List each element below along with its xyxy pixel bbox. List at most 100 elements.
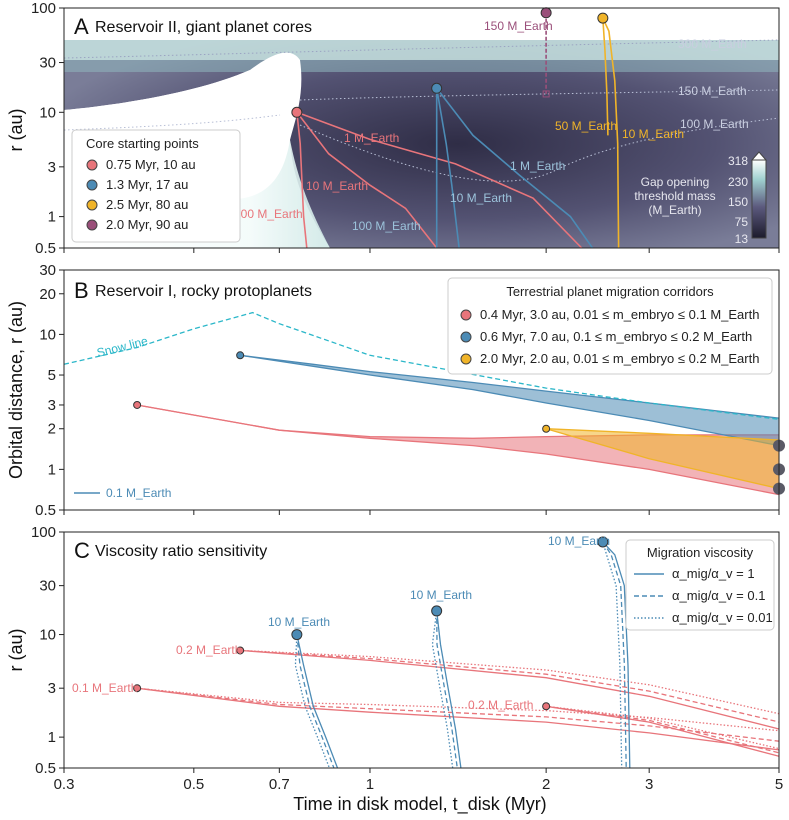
gap-marker [542,90,550,98]
sensitivity-start-red [133,684,142,693]
legend-a-box [71,129,241,243]
panel-c-tracks [133,536,780,769]
ytick-label: 0.5 [35,240,56,257]
sensitivity-start-red [236,646,245,655]
panel-b-title: Reservoir I, rocky protoplanets [95,283,312,300]
sensitivity-track-blue [602,541,631,769]
legend-b-title: Terrestrial planet migration corridors [506,284,714,299]
colorbar-scale [751,159,767,239]
ytick-label: 1 [48,461,56,478]
ann-a-7: 50 M_Earth [555,119,617,133]
corridor-start-red [133,400,142,409]
sensitivity-start-blue [291,629,303,641]
legend-a-marker-1 [86,179,98,191]
legend-a-marker-0 [86,159,98,171]
ytick-label: 1 [48,729,56,746]
track-gold [602,18,609,136]
panel-c-legend: Migration viscosity α_mig/α_v = 1 α_mig/… [625,539,775,631]
colorbar-label: Gap opening threshold mass (M_Earth) [634,175,716,217]
legend-c-title: Migration viscosity [647,545,754,560]
sensitivity-track-red [240,649,780,730]
xtick-label: 3 [645,776,653,793]
panel-b-legend: Terrestrial planet migration corridors 0… [447,277,773,375]
corridor-lower-red [136,404,780,496]
colorbar: 318 230 150 75 13 Gap opening threshold … [634,151,768,246]
legend-c-box [625,539,775,631]
ann-a-3: 100 M_Earth [234,207,303,221]
sensitivity-track-red [137,687,780,751]
ytick-label: 100 [31,524,56,541]
start-point-purple [540,7,552,19]
panel-a-legend: Core starting points 0.75 Myr, 10 au 1.3… [71,129,241,243]
colorbar-tick-4: 13 [735,232,749,246]
track-blue [435,88,460,249]
ytick-label: 3 [48,159,56,176]
ytick-label: 3 [48,680,56,697]
contour-150-left [63,114,281,131]
legend-a-label-3: 2.0 Myr, 90 au [106,217,188,232]
legend-b-label-1: 0.6 Myr, 7.0 au, 0.1 ≤ m_embryo ≤ 0.2 M_… [480,329,752,344]
colorbar-tick-0: 318 [728,154,748,168]
track-gold [602,17,620,249]
xtick-label: 0.5 [183,776,204,793]
legend-a-marker-3 [86,219,98,231]
panel-c-letter: C [74,538,90,563]
start-point-blue [431,82,443,94]
sensitivity-track-red [137,687,780,742]
legend-b-box [447,277,773,375]
ann-a-5: 10 M_Earth [450,191,512,205]
corridor-start-blue [236,351,245,360]
colorbar-tick-2: 150 [728,195,748,209]
panel-c-axes [63,531,780,769]
ytick-label: 0.5 [35,502,56,519]
ann-a-9: 150 M_Earth [484,19,553,33]
ytick-label: 10 [39,326,56,343]
legend-a-marker-2 [86,199,98,211]
ytick-label: 2 [48,421,56,438]
ytick-label: 5 [48,367,56,384]
corridor-start-gold [542,424,551,433]
ytick-label: 30 [39,262,56,279]
ann-c-0: 0.1 M_Earth [72,681,137,695]
sensitivity-start-blue [431,605,443,617]
ann-c-1: 0.2 M_Earth [176,643,241,657]
legend-b-marker-0 [460,309,472,321]
panel-c-ylabel: r (au) [6,628,26,671]
panel-a-ylabel: r (au) [6,108,26,151]
ann-c-2: 0.2 M_Earth [468,698,533,712]
ytick-label: 100 [31,0,56,17]
ann-c-5: 10 M_Earth [548,534,610,548]
sensitivity-start-red [542,702,551,711]
sensitivity-track-blue [296,634,339,769]
snow-line [63,311,780,420]
gap-mass-field-top [64,40,779,60]
colorbar-tick-3: 75 [735,215,749,229]
panel-a-title: Reservoir II, giant planet cores [95,19,312,36]
colorbar-arrow-icon [750,151,768,161]
ytick-label: 30 [39,578,56,595]
panel-a-tracks [291,7,620,249]
sensitivity-track-blue [296,634,335,769]
start-point-gold [597,12,609,24]
ann-a-2: 10 M_Earth [306,179,368,193]
corridor-gold [546,428,779,489]
panel-b: 0.5 1 2 3 5 10 20 30 B Reservoir I, rocky proto… [6,262,785,519]
legend-c-label-0: α_mig/α_v = 1 [672,566,755,581]
white-region-edge [64,70,250,121]
legend-c-label-2: α_mig/α_v = 0.01 [672,610,773,625]
colorbar-tick-1: 230 [728,175,748,189]
ann-c-3: 10 M_Earth [268,615,330,629]
track-red [296,111,438,249]
ytick-label: 3 [48,397,56,414]
ann-a-10: 300 M_Earth [678,37,747,51]
xtick-label: 5 [775,776,783,793]
panel-b-ticks: 0.5 1 2 3 5 10 20 30 [35,262,780,519]
sensitivity-track-blue [431,610,454,769]
snow-line-label: Snow line [95,334,149,360]
scale-bar-label: 0.1 M_Earth [106,486,171,500]
ytick-label: 1 [48,209,56,226]
sensitivity-track-blue [602,541,623,769]
corridor-lower-blue [240,354,780,447]
